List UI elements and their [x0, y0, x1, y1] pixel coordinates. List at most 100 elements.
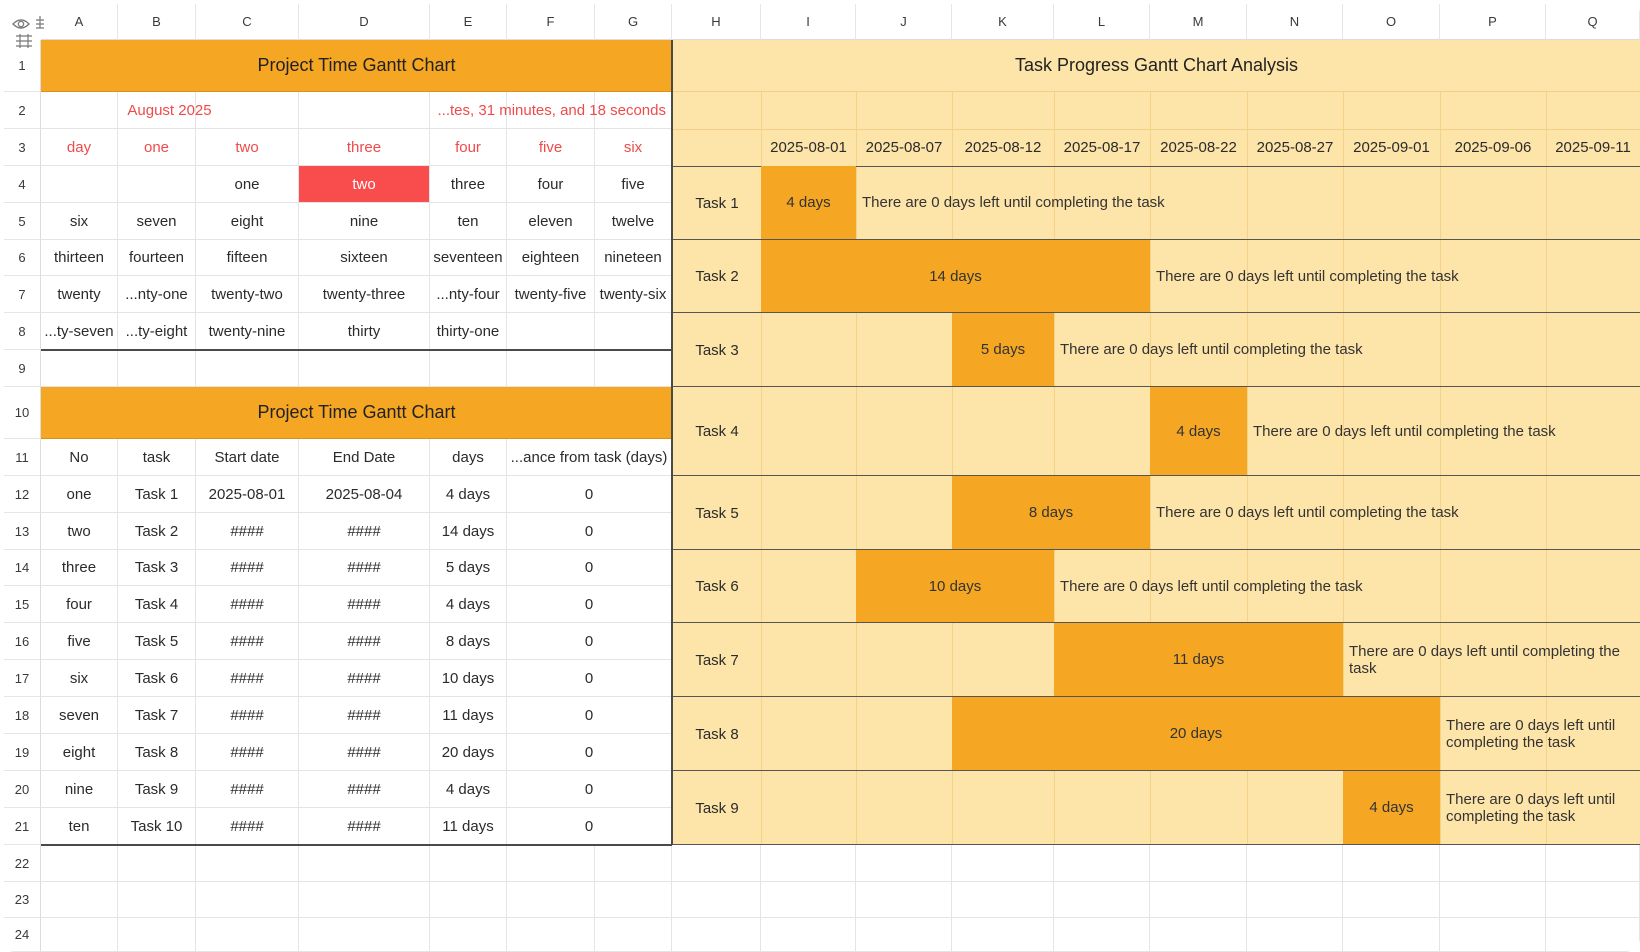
grid-cell[interactable] [299, 350, 430, 387]
table-cell[interactable]: 11 days [430, 697, 507, 734]
gantt-task-label[interactable]: Task 4 [695, 423, 739, 440]
grid-cell[interactable] [118, 882, 196, 918]
table-cell[interactable]: #### [299, 697, 430, 734]
grid-cell[interactable] [118, 350, 196, 387]
table-cell[interactable]: Task 8 [118, 734, 196, 771]
grid-cell[interactable] [196, 350, 299, 387]
grid-cell[interactable] [1150, 882, 1247, 918]
calendar-day[interactable]: ...nty-four [430, 276, 507, 313]
table-cell[interactable]: #### [299, 808, 430, 845]
row-header-7[interactable]: 7 [4, 276, 41, 313]
grid-cell[interactable] [1054, 882, 1150, 918]
gantt-task-label[interactable]: Task 1 [695, 194, 739, 212]
table-header[interactable]: End Date [299, 439, 430, 476]
grid-cell[interactable] [1546, 882, 1640, 918]
grid-cell[interactable] [299, 845, 430, 882]
grid-cell[interactable] [430, 918, 507, 952]
row-header-20[interactable]: 20 [4, 771, 41, 808]
row-header-21[interactable]: 21 [4, 808, 41, 845]
grid-cell[interactable] [299, 92, 430, 129]
table-cell[interactable]: #### [196, 808, 299, 845]
table-cell[interactable]: 0 [507, 808, 672, 845]
calendar-day[interactable]: nineteen [595, 240, 672, 276]
table-cell[interactable]: Task 6 [118, 660, 196, 697]
column-header-Q[interactable]: Q [1546, 4, 1640, 40]
weekday-header[interactable]: six [595, 129, 672, 166]
table-cell[interactable]: 0 [507, 623, 672, 660]
grid-cell[interactable] [1247, 882, 1343, 918]
grid-cell[interactable] [41, 882, 118, 918]
table-cell[interactable]: 0 [507, 513, 672, 550]
gantt-bar[interactable]: 14 days [761, 240, 1150, 312]
table-cell[interactable]: #### [196, 734, 299, 771]
gantt-date-header[interactable]: 2025-08-12 [964, 139, 1042, 156]
row-header-5[interactable]: 5 [4, 203, 41, 240]
table-cell[interactable]: #### [196, 697, 299, 734]
grid-cell[interactable] [41, 350, 118, 387]
calendar-day[interactable]: ...ty-eight [118, 313, 196, 350]
table-cell[interactable]: 4 days [430, 476, 507, 513]
table-cell[interactable]: nine [41, 771, 118, 808]
column-header-H[interactable]: H [672, 4, 761, 40]
table-cell[interactable]: five [41, 623, 118, 660]
grid-cell[interactable] [1546, 845, 1640, 882]
grid-cell[interactable] [41, 918, 118, 952]
table-header[interactable]: days [430, 439, 507, 476]
table-cell[interactable]: #### [299, 660, 430, 697]
calendar-day[interactable]: seven [118, 203, 196, 240]
grid-cell[interactable] [507, 845, 595, 882]
grid-cell[interactable] [1054, 845, 1150, 882]
calendar-day[interactable]: twenty [41, 276, 118, 313]
table-cell[interactable]: 5 days [430, 550, 507, 586]
row-header-11[interactable]: 11 [4, 439, 41, 476]
table-cell[interactable]: 11 days [430, 808, 507, 845]
grid-cell[interactable] [196, 882, 299, 918]
calendar-day[interactable]: eight [196, 203, 299, 240]
grid-icon[interactable] [16, 34, 32, 48]
gantt-task-label[interactable]: Task 3 [695, 341, 739, 359]
table-cell[interactable]: four [41, 586, 118, 623]
grid-cell[interactable] [430, 350, 507, 387]
grid-cell[interactable] [299, 882, 430, 918]
row-header-8[interactable]: 8 [4, 313, 41, 350]
row-header-10[interactable]: 10 [4, 387, 41, 439]
grid-cell[interactable] [595, 918, 672, 952]
column-header-J[interactable]: J [856, 4, 952, 40]
table-cell[interactable]: 0 [507, 697, 672, 734]
table-cell[interactable]: 0 [507, 734, 672, 771]
gantt-date-header[interactable]: 2025-08-01 [770, 139, 847, 156]
column-header-C[interactable]: C [196, 4, 299, 40]
column-header-N[interactable]: N [1247, 4, 1343, 40]
table-cell[interactable]: Task 5 [118, 623, 196, 660]
grid-cell[interactable] [1150, 845, 1247, 882]
calendar-day[interactable]: twenty-five [507, 276, 595, 313]
calendar-day[interactable] [595, 313, 672, 350]
gantt-task-label[interactable]: Task 9 [695, 799, 739, 817]
calendar-day[interactable]: twenty-three [299, 276, 430, 313]
grid-cell[interactable] [196, 918, 299, 952]
row-header-14[interactable]: 14 [4, 550, 41, 586]
grid-cell[interactable] [1247, 845, 1343, 882]
weekday-header[interactable]: one [118, 129, 196, 166]
grid-cell[interactable] [672, 918, 761, 952]
table-cell[interactable]: eight [41, 734, 118, 771]
table-cell[interactable]: six [41, 660, 118, 697]
calendar-day[interactable] [507, 313, 595, 350]
column-header-P[interactable]: P [1440, 4, 1546, 40]
calendar-day[interactable]: six [41, 203, 118, 240]
grid-cell[interactable] [1343, 882, 1440, 918]
table-cell[interactable]: #### [299, 550, 430, 586]
calendar-day[interactable]: eleven [507, 203, 595, 240]
calendar-day[interactable]: thirteen [41, 240, 118, 276]
grid-cell[interactable] [856, 882, 952, 918]
calendar-day[interactable]: three [430, 166, 507, 203]
table-cell[interactable]: 0 [507, 771, 672, 808]
calendar-day[interactable]: seventeen [430, 240, 507, 276]
table-cell[interactable]: #### [299, 586, 430, 623]
table-cell[interactable]: 10 days [430, 660, 507, 697]
calendar-day[interactable]: sixteen [299, 240, 430, 276]
table-cell[interactable]: #### [299, 513, 430, 550]
grid-cell[interactable] [1440, 845, 1546, 882]
grid-cell[interactable] [507, 350, 595, 387]
calendar-day[interactable]: twelve [595, 203, 672, 240]
